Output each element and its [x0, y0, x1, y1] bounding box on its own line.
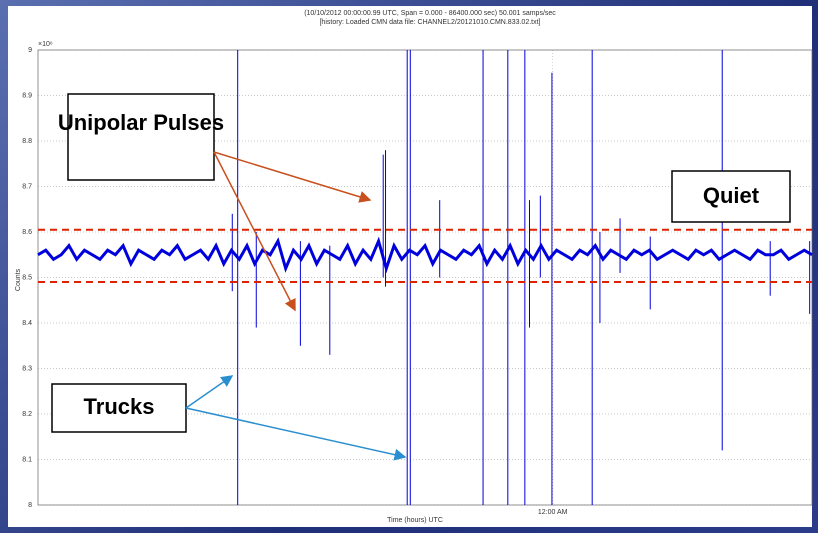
- trucks-box: [51, 383, 187, 433]
- y-tick-label: 8.8: [22, 138, 32, 145]
- plot: 8 8.1 8.2 8.3 8.4 8.5 8.6 8.7 8.8 8.9 9 12:00 AM: [22, 47, 813, 516]
- y-tick-label: 8.7: [22, 183, 32, 190]
- arrow: [213, 151, 296, 312]
- plot-frame: [37, 49, 813, 506]
- annotations: Unipolar Pulses Quiet Trucks: [51, 93, 791, 461]
- y-tick-label: 8.3: [22, 365, 32, 372]
- pulses-box: [67, 93, 215, 181]
- y-tick-label: 8.4: [22, 320, 32, 327]
- arrow: [213, 151, 372, 203]
- arrow: [185, 375, 234, 409]
- x-axis-label: Time (hours) UTC: [387, 517, 443, 524]
- signal-line: [37, 236, 813, 274]
- y-tick-label: 8.1: [22, 456, 32, 463]
- chart-subtitle: [history: Loaded CMN data file: CHANNEL2…: [319, 19, 540, 26]
- y-tick-label: 8.2: [22, 411, 32, 418]
- trucks-label: Trucks: [84, 394, 155, 419]
- arrow: [185, 407, 407, 461]
- pulses-label: Unipolar Pulses: [58, 110, 224, 135]
- y-multiplier: ×10⁶: [38, 41, 53, 48]
- y-tick-label: 9: [28, 47, 32, 54]
- y-tick-label: 8: [28, 502, 32, 509]
- chart-title: (10/10/2012 00:00:00.99 UTC, Span = 0.00…: [304, 10, 556, 17]
- y-tick-label: 8.5: [22, 274, 32, 281]
- quiet-label: Quiet: [703, 183, 760, 208]
- y-axis-label: Counts: [15, 268, 22, 291]
- y-tick-label: 8.6: [22, 229, 32, 236]
- x-tick-label: 12:00 AM: [538, 509, 568, 516]
- quiet-box: [671, 170, 791, 223]
- y-tick-label: 8.9: [22, 92, 32, 99]
